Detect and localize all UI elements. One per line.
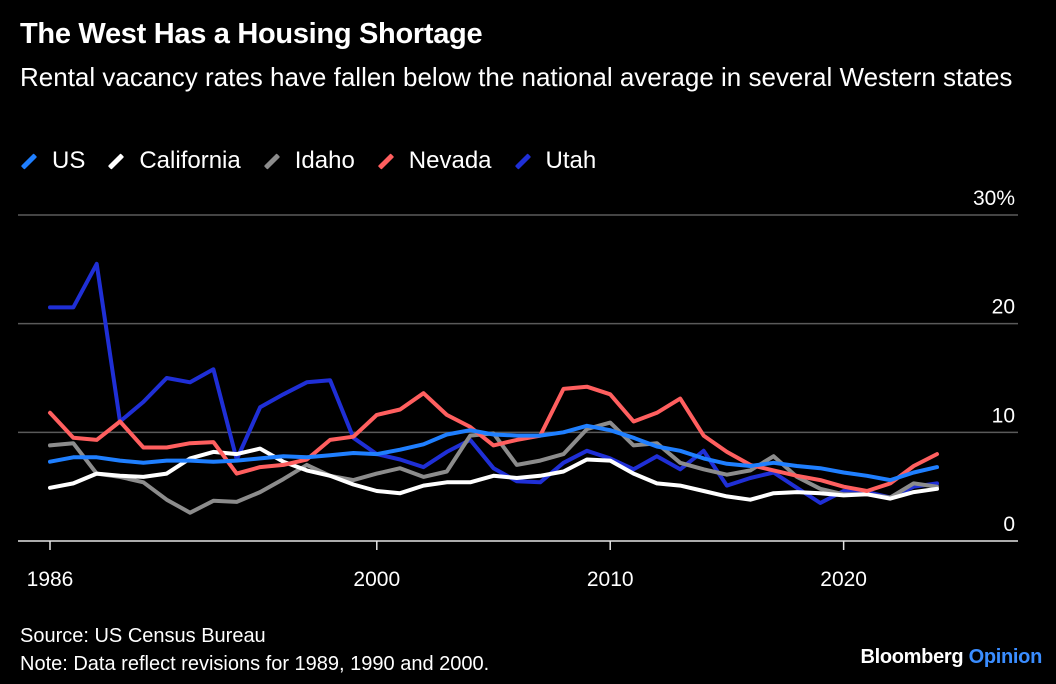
legend-item-utah: Utah bbox=[514, 147, 597, 175]
series-line-utah bbox=[48, 261, 939, 505]
series-lines bbox=[48, 261, 939, 515]
legend-label-utah: Utah bbox=[545, 147, 597, 174]
legend-item-california: California bbox=[107, 147, 241, 175]
x-tick-label-2000: 2000 bbox=[353, 568, 400, 591]
legend-label-california: California bbox=[139, 147, 241, 174]
legend-item-us: US bbox=[20, 147, 85, 175]
chart-title: The West Has a Housing Shortage bbox=[20, 18, 483, 50]
y-tick-label-20: 20 bbox=[992, 296, 1015, 319]
chart-footer: Source: US Census Bureau Note: Data refl… bbox=[20, 622, 489, 678]
legend-label-idaho: Idaho bbox=[294, 147, 355, 174]
legend-item-nevada: Nevada bbox=[377, 147, 492, 175]
series-line-us bbox=[48, 423, 939, 483]
gridlines bbox=[18, 214, 1018, 434]
x-axis bbox=[18, 540, 1018, 550]
legend-item-idaho: Idaho bbox=[263, 147, 355, 175]
legend-label-nevada: Nevada bbox=[408, 147, 492, 174]
y-tick-label-30: 30% bbox=[973, 187, 1015, 210]
y-tick-label-0: 0 bbox=[1003, 513, 1015, 536]
data-note: Note: Data reflect revisions for 1989, 1… bbox=[20, 653, 490, 675]
legend-label-us: US bbox=[52, 147, 86, 174]
source-note: Source: US Census Bureau bbox=[20, 625, 266, 647]
x-tick-label-1986: 1986 bbox=[27, 568, 74, 591]
y-tick-label-10: 10 bbox=[992, 404, 1015, 427]
x-tick-label-2010: 2010 bbox=[587, 568, 634, 591]
x-tick-label-2020: 2020 bbox=[820, 568, 867, 591]
brand-accent: Opinion bbox=[968, 646, 1043, 668]
series-line-nevada bbox=[48, 384, 939, 493]
brand-name: Bloomberg bbox=[860, 646, 964, 668]
brand-logo: Bloomberg Opinion bbox=[860, 646, 1042, 669]
series-line-california bbox=[48, 446, 939, 502]
legend: US California Idaho Nevada Utah bbox=[20, 146, 618, 176]
chart-subtitle: Rental vacancy rates have fallen below t… bbox=[20, 62, 1013, 92]
